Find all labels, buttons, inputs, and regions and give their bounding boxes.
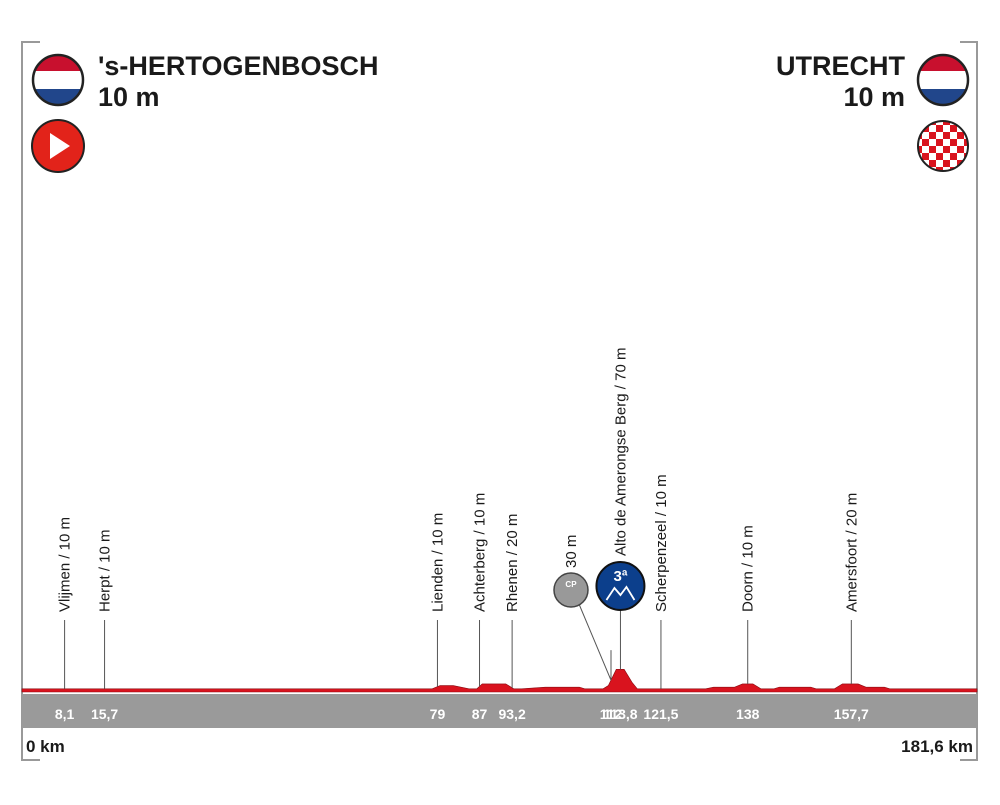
- check: [943, 146, 950, 153]
- waypoint-label: Doorn / 10 m: [740, 525, 757, 612]
- start-flag: [31, 53, 85, 107]
- km-bar: [22, 694, 977, 728]
- cp-icon-label: CP: [565, 580, 577, 589]
- check: [936, 132, 943, 139]
- climb-category: 3ª: [613, 568, 627, 585]
- km-label: 15,7: [91, 706, 118, 722]
- check: [950, 146, 957, 153]
- check: [964, 139, 968, 146]
- start-km: 0 km: [26, 737, 65, 756]
- frame-right: [960, 41, 978, 761]
- check: [929, 132, 936, 139]
- check: [922, 121, 929, 125]
- check: [943, 139, 950, 146]
- check: [922, 146, 929, 153]
- check: [918, 160, 922, 167]
- check: [964, 167, 968, 171]
- waypoint-label: Amersfoort / 20 m: [843, 493, 860, 612]
- check: [943, 167, 950, 171]
- check: [936, 121, 943, 125]
- check: [918, 167, 922, 171]
- waypoint-label: Herpt / 10 m: [97, 529, 114, 612]
- km-label: 93,2: [498, 706, 525, 722]
- check: [918, 146, 922, 153]
- waypoint-label: 30 m: [563, 535, 580, 568]
- km-label: 8,1: [55, 706, 75, 722]
- km-label: 138: [736, 706, 760, 722]
- km-label: 79: [430, 706, 446, 722]
- check: [918, 121, 922, 125]
- check: [936, 153, 943, 160]
- check: [936, 160, 943, 167]
- check: [929, 160, 936, 167]
- check: [936, 146, 943, 153]
- frame-left: [21, 41, 40, 761]
- check: [943, 121, 950, 125]
- check: [929, 153, 936, 160]
- check: [957, 121, 964, 125]
- finish-icon: [917, 120, 969, 172]
- check: [918, 125, 922, 132]
- check: [964, 146, 968, 153]
- check: [922, 167, 929, 171]
- km-label: 113,8: [603, 706, 637, 722]
- check: [943, 153, 950, 160]
- check: [922, 132, 929, 139]
- check: [957, 146, 964, 153]
- check: [950, 139, 957, 146]
- check: [957, 153, 964, 160]
- check: [950, 132, 957, 139]
- frame: [21, 41, 978, 761]
- check: [936, 139, 943, 146]
- climb-mountains: [605, 585, 636, 601]
- start-icon: [31, 119, 85, 173]
- finish-flag: [916, 53, 970, 107]
- check: [964, 121, 968, 125]
- finish-name: UTRECHT: [776, 51, 905, 81]
- km-label: 87: [472, 706, 488, 722]
- check: [964, 125, 968, 132]
- check: [929, 125, 936, 132]
- km-label: 121,5: [643, 706, 678, 722]
- check: [936, 125, 943, 132]
- check: [943, 125, 950, 132]
- waypoint-label: Alto de Amerongse Berg / 70 m: [612, 348, 629, 556]
- cp-icon: [553, 572, 589, 608]
- check: [957, 139, 964, 146]
- profile: [21, 669, 978, 693]
- waypoint-label: Lienden / 10 m: [429, 513, 446, 612]
- waypoint-label: Vlijmen / 10 m: [57, 517, 74, 612]
- check: [943, 160, 950, 167]
- check: [964, 160, 968, 167]
- check: [950, 125, 957, 132]
- check: [929, 146, 936, 153]
- waypoint-line: [578, 603, 612, 681]
- waypoint-label: Scherpenzeel / 10 m: [653, 474, 670, 612]
- waypoint-label: Achterberg / 10 m: [472, 493, 489, 612]
- end-km: 181,6 km: [901, 737, 973, 756]
- check: [918, 139, 922, 146]
- check: [957, 167, 964, 171]
- start-elevation: 10 m: [98, 82, 160, 112]
- check: [957, 132, 964, 139]
- check: [936, 167, 943, 171]
- check: [950, 160, 957, 167]
- check: [929, 139, 936, 146]
- finish-elevation: 10 m: [843, 82, 905, 112]
- km-label: 157,7: [834, 706, 869, 722]
- km-label: 112: [600, 706, 623, 722]
- check: [950, 153, 957, 160]
- waypoint-label: Rhenen / 20 m: [504, 514, 521, 612]
- check: [922, 153, 929, 160]
- start-name: 's-HERTOGENBOSCH: [98, 51, 378, 81]
- check: [943, 132, 950, 139]
- check: [922, 139, 929, 146]
